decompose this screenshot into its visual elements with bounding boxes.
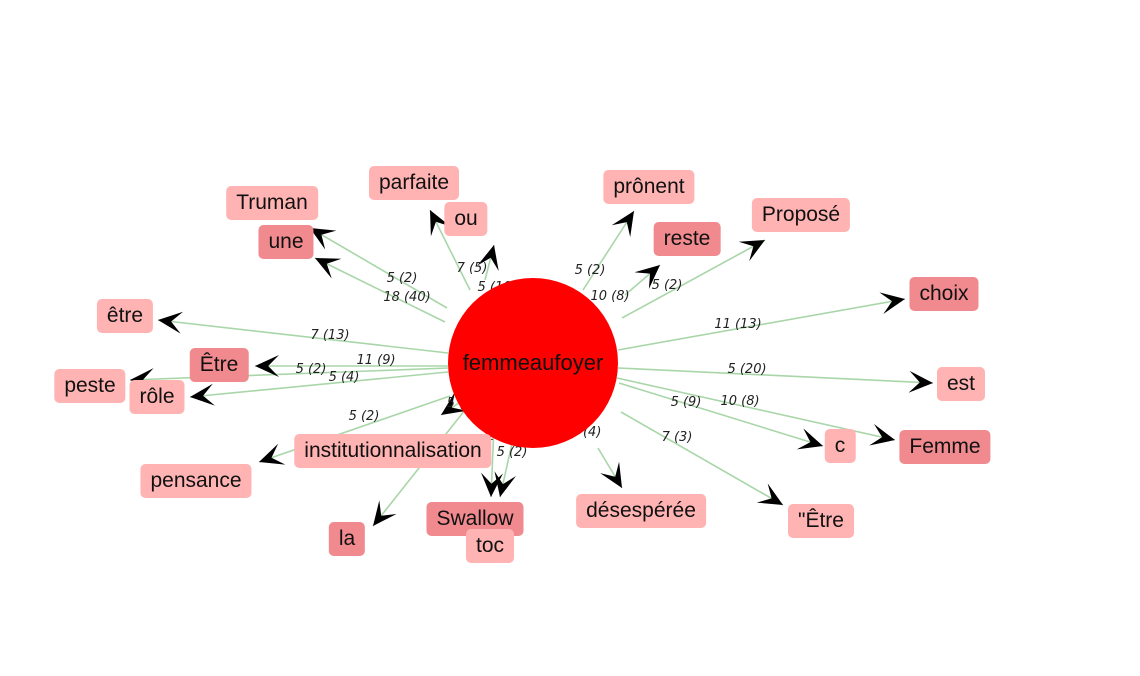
edge-labels-layer: 5 (2)18 (40)7 (5)5 (10)5 (2)10 (8)5 (2)1…: [296, 261, 767, 460]
arrowhead-est: [908, 370, 933, 393]
node-choix[interactable]: choix: [909, 277, 979, 311]
arrowhead-femme: [869, 424, 895, 446]
edge-choix: [617, 298, 906, 351]
edge-etre: [157, 319, 449, 354]
edge-label-peste: 5 (2): [296, 362, 327, 377]
arrowhead-choix: [879, 292, 905, 314]
arrowhead-reste: [634, 265, 660, 289]
arrowhead-c: [796, 428, 823, 450]
arrowhead-toc: [494, 471, 516, 497]
arrowhead-la: [373, 500, 397, 526]
edge-une: [314, 257, 446, 323]
edge-etre_quote: [620, 411, 784, 506]
edge-label-etre_quote: 7 (3): [662, 430, 693, 445]
edge-propose: [621, 239, 766, 319]
arrowhead-etre_quote: [756, 483, 783, 505]
node-truman[interactable]: Truman: [226, 186, 318, 220]
arrowhead-une: [315, 258, 342, 279]
node-femme[interactable]: Femme: [899, 430, 991, 464]
edge-la: [372, 409, 466, 527]
edge-truman: [309, 227, 448, 309]
edge-label-une: 18 (40): [383, 290, 430, 305]
arrowhead-pensance: [259, 443, 286, 465]
edge-label-etre: 7 (13): [310, 328, 349, 343]
edge-label-femme: 10 (8): [720, 394, 759, 409]
node-institutionnalisation[interactable]: institutionnalisation: [294, 434, 492, 468]
center-node[interactable]: femmeaufoyer: [448, 278, 618, 448]
node-role[interactable]: rôle: [129, 380, 185, 414]
edge-parfaite: [429, 209, 471, 291]
edge-pronent: [582, 210, 635, 291]
node-parfaite[interactable]: parfaite: [368, 166, 460, 200]
edge-label-pronent: 5 (2): [575, 263, 606, 278]
arrowhead-ou: [477, 245, 499, 271]
node-la[interactable]: la: [328, 522, 366, 556]
node-desesperee[interactable]: désespérée: [576, 494, 706, 528]
edge-label-reste: 10 (8): [590, 289, 629, 304]
node-propose[interactable]: Proposé: [751, 198, 851, 232]
node-peste[interactable]: peste: [54, 369, 126, 403]
edge-label-est: 5 (20): [727, 362, 766, 377]
edge-est: [617, 367, 934, 384]
edges-layer: [129, 209, 934, 527]
arrowhead-institutionnalisation: [441, 392, 467, 415]
node-pronent[interactable]: prônent: [603, 170, 695, 204]
arrowheads-layer: [130, 210, 933, 526]
node-est[interactable]: est: [936, 367, 986, 401]
arrowhead-propose: [738, 240, 765, 262]
edge-peste: [129, 367, 449, 381]
arrowhead-etre: [158, 311, 184, 334]
edge-label-c: 5 (9): [671, 395, 702, 410]
edge-role: [189, 371, 449, 398]
node-etre[interactable]: être: [96, 299, 154, 333]
edge-label-truman: 5 (2): [387, 271, 418, 286]
arrowhead-truman: [310, 228, 337, 250]
edge-label-pensance: 5 (2): [349, 409, 380, 424]
node-reste[interactable]: reste: [653, 222, 721, 256]
edge-label-etre_cap: 11 (9): [356, 353, 395, 368]
node-etre_cap[interactable]: Être: [189, 348, 249, 382]
edge-c: [618, 382, 824, 447]
arrowhead-role: [190, 383, 215, 406]
node-une[interactable]: une: [258, 225, 314, 259]
node-ou[interactable]: ou: [444, 202, 488, 236]
arrowhead-desesperee: [600, 461, 622, 488]
arrowhead-pronent: [611, 211, 634, 238]
node-c[interactable]: c: [824, 429, 856, 463]
arrowhead-etre_cap: [255, 355, 279, 377]
edge-label-choix: 11 (13): [714, 317, 761, 332]
arrowhead-parfaite: [430, 210, 451, 237]
edge-label-role: 5 (4): [329, 370, 360, 385]
node-pensance[interactable]: pensance: [140, 464, 252, 498]
edge-pensance: [258, 395, 451, 463]
node-etre_quote[interactable]: "Être: [788, 504, 854, 538]
edge-label-toc: 5 (2): [497, 445, 528, 460]
edge-label-parfaite: 7 (5): [457, 261, 488, 276]
edge-label-propose: 5 (2): [652, 278, 683, 293]
node-toc[interactable]: toc: [465, 529, 515, 563]
center-node-label: femmeaufoyer: [462, 350, 604, 375]
